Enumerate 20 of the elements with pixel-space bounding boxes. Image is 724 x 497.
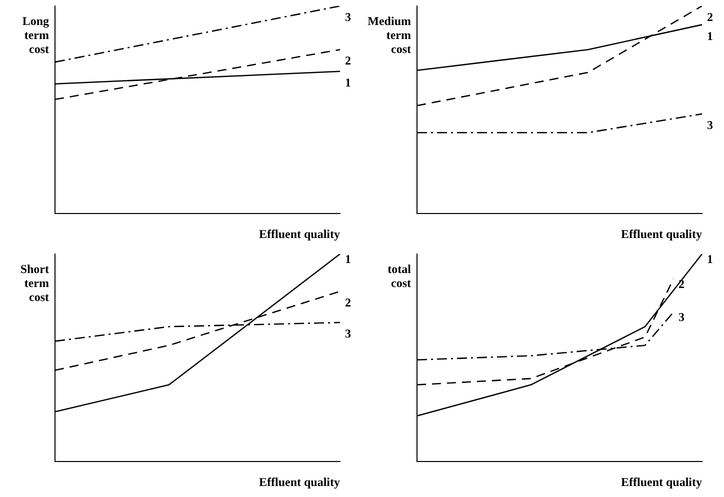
series-label: 3 (678, 310, 684, 324)
series-label: 1 (345, 75, 351, 90)
series-label: 2 (345, 295, 351, 310)
series-label: 1 (707, 252, 713, 266)
y-axis-title: Medium term cost (368, 14, 411, 56)
y-axis-title: Short term cost (20, 262, 49, 304)
x-axis-title: Effluent quality (258, 474, 340, 489)
x-axis-title: Effluent quality (620, 474, 702, 489)
series-label: 1 (707, 28, 713, 43)
series-label: 2 (678, 277, 684, 292)
series-label: 1 (345, 252, 351, 266)
series-label: 3 (707, 118, 713, 132)
series-label: 3 (345, 326, 351, 341)
series-label: 2 (345, 54, 351, 68)
series-label: 3 (345, 10, 351, 24)
series-label: 2 (707, 10, 713, 24)
x-axis-title: Effluent quality (620, 226, 702, 241)
y-axis-title: Long term cost (22, 14, 49, 56)
y-axis-title: total cost (388, 262, 412, 290)
x-axis-title: Effluent quality (258, 226, 340, 241)
